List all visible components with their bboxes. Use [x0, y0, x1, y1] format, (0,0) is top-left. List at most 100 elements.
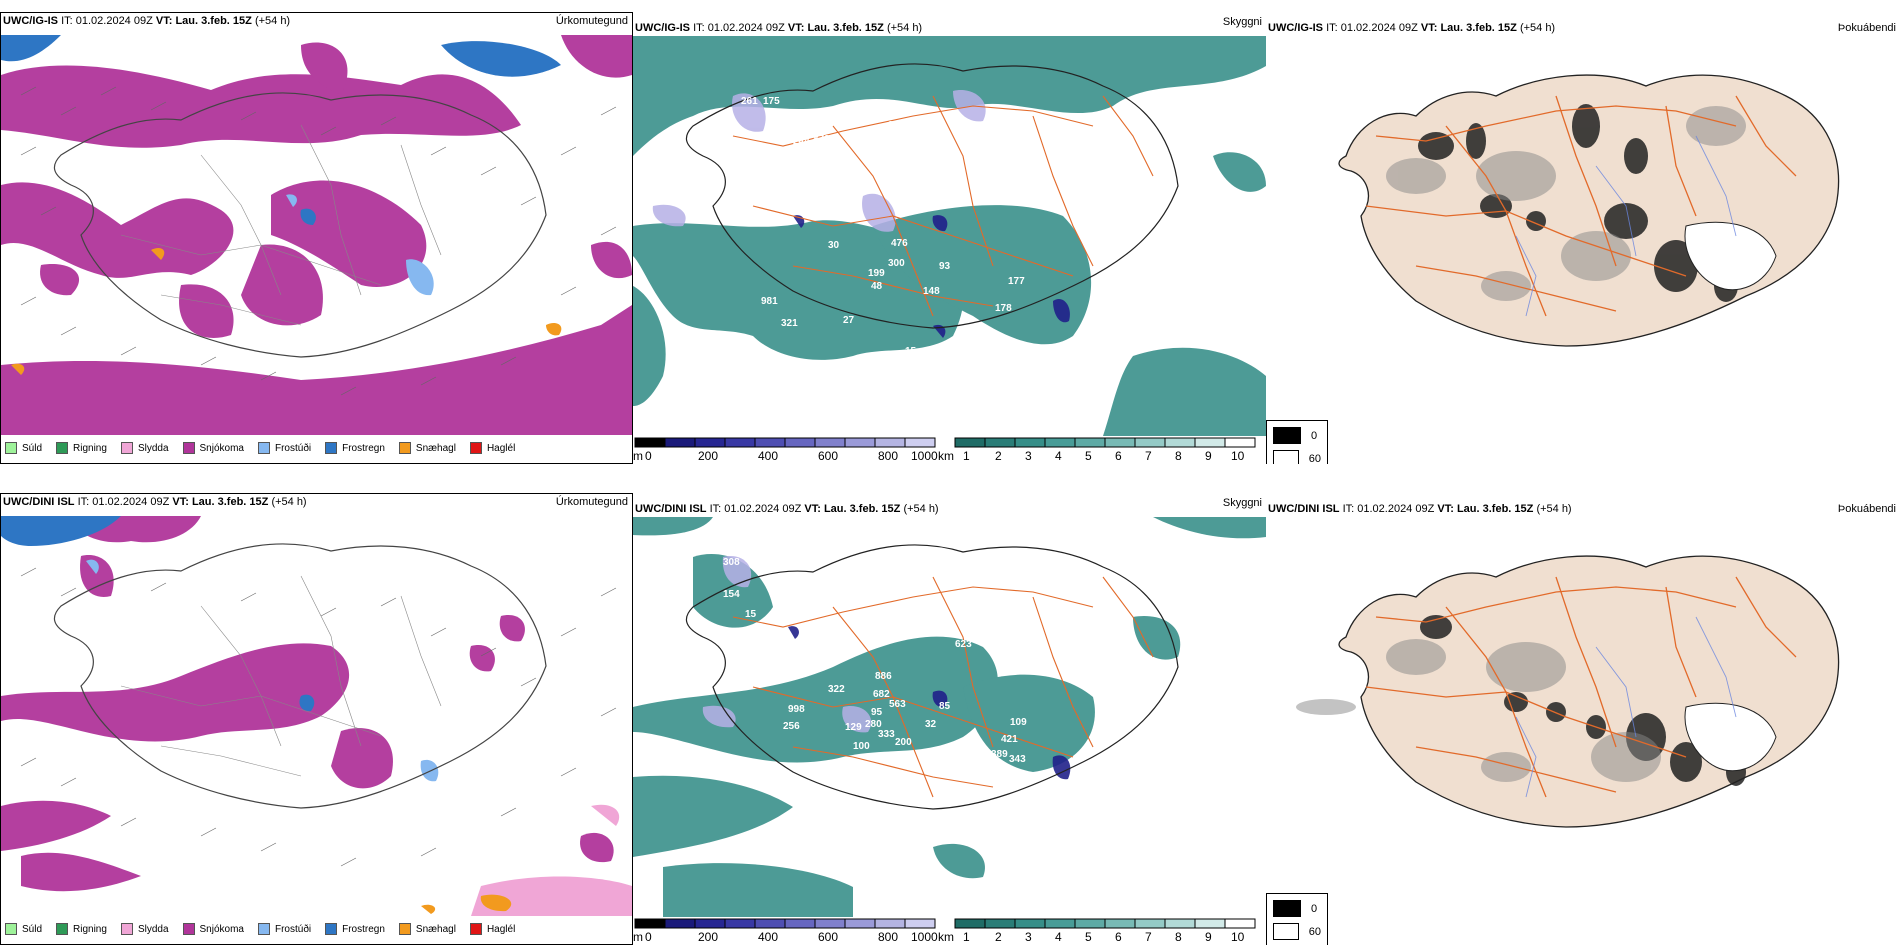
panel-header: UWC/IG-IS IT: 01.02.2024 09Z VT: Lau. 3.…: [3, 15, 290, 27]
legend-label: Rigning: [73, 442, 107, 454]
scale-tick-m: 0: [645, 930, 652, 944]
precip-panel-bottom: UWC/DINI ISL IT: 01.02.2024 09Z VT: Lau.…: [0, 493, 633, 945]
vis-label: 177: [1008, 276, 1025, 287]
panel-header: UWC/DINI ISL IT: 01.02.2024 09Z VT: Lau.…: [635, 503, 939, 515]
vis-label: 199: [868, 268, 885, 279]
fog-legend-label: 0: [1311, 429, 1318, 442]
visibility-panel-bottom: UWC/DINI ISL IT: 01.02.2024 09Z VT: Lau.…: [633, 493, 1266, 945]
scale-tick-km: 3: [1025, 930, 1032, 944]
vis-label: 154: [723, 589, 740, 600]
vis-label: 178: [995, 303, 1012, 314]
fog-legend-row: 0: [1273, 427, 1321, 444]
vis-label: 845: [1058, 400, 1075, 411]
scale-unit-km: km: [938, 449, 954, 463]
legend-label: Snjókoma: [199, 923, 244, 935]
vis-label: 32: [925, 719, 937, 730]
scale-tick-km: 4: [1055, 930, 1062, 944]
vt-value: Lau. 3.feb. 15Z: [1456, 503, 1534, 515]
vis-label: 565: [923, 122, 940, 133]
vis-label: 194: [943, 158, 960, 169]
it-label: IT:: [1342, 503, 1355, 515]
vis-label: 277: [953, 118, 970, 129]
vis-label: 886: [875, 671, 892, 682]
vis-label: 898: [1008, 426, 1025, 436]
legend-swatch: [182, 442, 195, 454]
vis-label: 308: [723, 557, 740, 568]
legend-label: Slydda: [137, 442, 169, 454]
scale-tick-km: 9: [1205, 930, 1212, 944]
fog-legend-row: 60: [1273, 923, 1321, 940]
legend-swatch: [398, 923, 411, 935]
fog-panel-top: UWC/IG-IS IT: 01.02.2024 09Z VT: Lau. 3.…: [1266, 12, 1900, 464]
precip-title: Úrkomutegund: [555, 496, 628, 508]
legend-swatch: [56, 442, 69, 454]
scale-unit-m: m: [633, 449, 643, 463]
fog-legend: 0 60: [1266, 893, 1328, 945]
legend-item: Slydda: [120, 923, 169, 935]
vis-label: 333: [878, 729, 895, 740]
scale-tick-m: 400: [758, 449, 778, 463]
legend-item: Frostregn: [325, 442, 385, 454]
vis-label: 476: [891, 238, 908, 249]
vis-label: 129: [845, 722, 862, 733]
visibility-map: 308 102 154 15 966 623 886 322 682 563 9…: [633, 517, 1266, 917]
scale-tick-km: 6: [1115, 930, 1122, 944]
model-name: UWC/DINI ISL: [1268, 503, 1340, 515]
lead-time: (+54 h): [271, 496, 307, 508]
legend-label: Súld: [22, 442, 43, 454]
fog-legend-row: 0: [1273, 900, 1321, 917]
vis-label: 109: [1010, 717, 1027, 728]
vis-label: 95: [871, 707, 883, 718]
legend-swatch: [469, 923, 482, 935]
it-value: 01.02.2024 09Z: [707, 22, 785, 34]
vis-label: 302: [728, 128, 745, 139]
fog-legend-label: 60: [1308, 452, 1321, 465]
legend-item: Snæhagl: [398, 923, 456, 935]
vis-label: 64: [923, 158, 935, 169]
scale-tick-m: 800: [878, 449, 898, 463]
fog-legend-swatch: [1273, 900, 1301, 917]
legend-swatch: [120, 442, 133, 454]
legend-item: Frostúði: [257, 442, 311, 454]
vis-label: 106: [928, 378, 945, 389]
fog-legend: 0 60: [1266, 420, 1328, 464]
fog-title: Þokuábendi: [1837, 503, 1896, 515]
vt-label: VT:: [155, 15, 173, 27]
fog-legend-swatch: [1273, 450, 1299, 464]
vt-value: Lau. 3.feb. 15Z: [175, 15, 252, 27]
vis-label: 563: [889, 699, 906, 710]
legend-label: Rigning: [73, 923, 107, 935]
legend-swatch: [398, 442, 411, 454]
legend-label: Frostregn: [342, 923, 385, 935]
it-value: 01.02.2024 09Z: [92, 496, 170, 508]
scale-tick-km: 7: [1145, 449, 1152, 463]
panel-header: UWC/DINI ISL IT: 01.02.2024 09Z VT: Lau.…: [3, 496, 307, 508]
fog-legend-label: 0: [1311, 902, 1318, 915]
legend-swatch: [56, 923, 69, 935]
it-label: IT:: [693, 22, 705, 34]
legend-swatch: [5, 923, 17, 935]
scale-tick-km: 2: [995, 930, 1002, 944]
vis-label: 261: [741, 96, 758, 107]
lead-time: (+54 h): [254, 15, 291, 27]
vt-label: VT:: [787, 22, 805, 34]
it-label: IT:: [77, 496, 90, 508]
scale-unit-km: km: [938, 930, 954, 944]
legend-label: Snæhagl: [415, 923, 456, 935]
legend-item: Rigning: [56, 442, 107, 454]
vis-label: 15: [905, 346, 917, 357]
scale-km-bar: [954, 918, 1256, 929]
lead-time: (+54 h): [1536, 503, 1572, 515]
visibility-title: Skyggni: [1222, 16, 1262, 28]
vt-label: VT:: [1437, 503, 1454, 515]
fog-map: [1296, 555, 1840, 828]
visibility-map: 261 175 302 227 347 244 873 766 986 565 …: [633, 36, 1266, 436]
visibility-panel-top: UWC/IG-IS IT: 01.02.2024 09Z VT: Lau. 3.…: [633, 12, 1266, 464]
scale-tick-m: 400: [758, 930, 778, 944]
legend-label: Haglél: [486, 923, 516, 935]
vt-value: Lau. 3.feb. 15Z: [1440, 22, 1517, 34]
vis-label: 85: [939, 701, 951, 712]
legend-label: Frostúði: [274, 923, 312, 935]
vis-label: 40: [1063, 340, 1075, 351]
fog-legend-swatch: [1273, 427, 1301, 444]
